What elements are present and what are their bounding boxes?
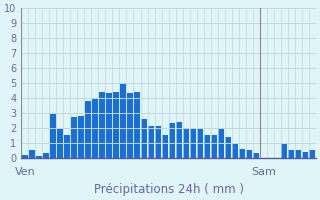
Bar (148, 126, 154, 158)
Bar (211, 135, 217, 158)
Bar (295, 150, 301, 158)
Bar (106, 93, 112, 158)
Bar (127, 93, 133, 158)
Bar (29, 150, 35, 158)
Bar (225, 137, 231, 158)
Bar (239, 149, 245, 158)
Bar (64, 135, 70, 158)
Bar (57, 129, 63, 158)
Bar (113, 92, 119, 158)
Bar (169, 123, 175, 158)
Bar (141, 119, 147, 158)
Bar (85, 101, 91, 158)
Bar (204, 135, 210, 158)
Bar (22, 155, 28, 158)
Bar (218, 128, 224, 158)
Bar (176, 122, 182, 158)
Bar (288, 150, 294, 158)
Bar (183, 128, 189, 158)
Bar (309, 150, 315, 158)
Bar (302, 152, 308, 158)
Bar (99, 92, 105, 158)
Bar (71, 117, 77, 158)
Bar (232, 143, 238, 158)
Bar (197, 128, 203, 158)
Bar (78, 116, 84, 158)
Bar (155, 126, 161, 158)
Bar (253, 153, 259, 158)
Bar (92, 99, 98, 158)
Bar (162, 135, 168, 158)
Bar (281, 143, 287, 158)
X-axis label: Précipitations 24h ( mm ): Précipitations 24h ( mm ) (93, 183, 244, 196)
Bar (36, 156, 42, 158)
Bar (246, 150, 252, 158)
Bar (134, 92, 140, 158)
Bar (43, 153, 49, 158)
Bar (190, 128, 196, 158)
Bar (120, 83, 126, 158)
Bar (50, 114, 56, 158)
